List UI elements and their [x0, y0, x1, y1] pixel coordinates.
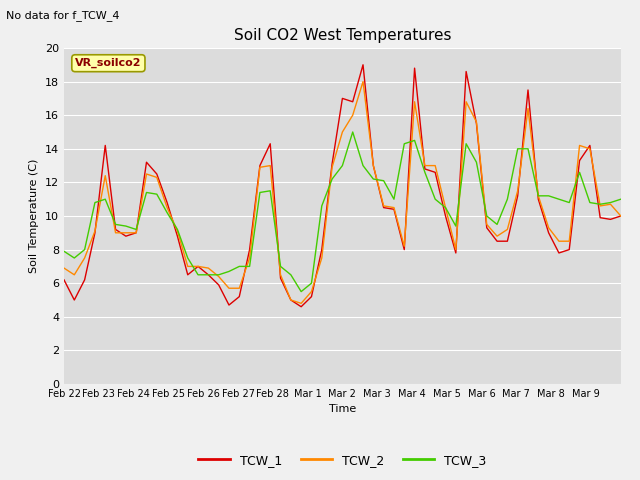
Title: Soil CO2 West Temperatures: Soil CO2 West Temperatures: [234, 28, 451, 43]
Text: VR_soilco2: VR_soilco2: [75, 58, 141, 68]
Legend: TCW_1, TCW_2, TCW_3: TCW_1, TCW_2, TCW_3: [193, 449, 492, 472]
X-axis label: Time: Time: [329, 405, 356, 414]
Text: No data for f_TCW_4: No data for f_TCW_4: [6, 10, 120, 21]
Y-axis label: Soil Temperature (C): Soil Temperature (C): [29, 159, 40, 273]
